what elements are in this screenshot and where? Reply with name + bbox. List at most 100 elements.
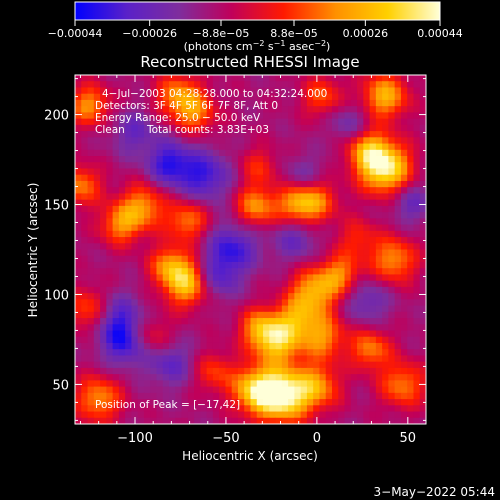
heatmap-cell <box>219 299 227 307</box>
heatmap-cell <box>294 124 302 132</box>
heatmap-cell <box>338 274 346 282</box>
heatmap-cell <box>237 243 245 251</box>
heatmap-cell <box>219 342 227 350</box>
heatmap-cell <box>357 243 364 251</box>
heatmap-cell <box>256 299 264 307</box>
heatmap-cell <box>313 174 321 182</box>
heatmap-cell <box>363 380 371 388</box>
heatmap-cell <box>237 274 245 282</box>
heatmap-cell <box>81 367 89 375</box>
heatmap-cell <box>394 318 402 325</box>
heatmap-cell <box>75 187 82 195</box>
heatmap-cell <box>125 261 133 269</box>
heatmap-cell <box>275 417 283 424</box>
heatmap-cell <box>319 224 327 232</box>
heatmap-cell <box>281 374 289 381</box>
heatmap-cell <box>275 199 283 207</box>
heatmap-cell <box>325 193 333 201</box>
heatmap-cell <box>325 386 333 394</box>
heatmap-cell <box>206 131 214 138</box>
heatmap-cell <box>131 81 139 89</box>
heatmap-cell <box>413 193 421 201</box>
heatmap-cell <box>382 280 389 288</box>
heatmap-cell <box>294 143 302 151</box>
heatmap-cell <box>219 330 227 338</box>
heatmap-cell <box>369 224 377 232</box>
heatmap-cell <box>143 392 151 400</box>
heatmap-cell <box>87 255 95 263</box>
heatmap-cell <box>375 399 383 406</box>
heatmap-cell <box>93 305 101 313</box>
heatmap-cell <box>363 318 371 325</box>
heatmap-cell <box>388 168 396 176</box>
heatmap-cell <box>325 255 333 263</box>
heatmap-cell <box>331 405 339 413</box>
heatmap-cell <box>93 336 101 344</box>
heatmap-cell <box>225 87 233 95</box>
heatmap-cell <box>369 193 377 201</box>
heatmap-cell <box>100 93 107 101</box>
heatmap-cell <box>100 180 107 188</box>
heatmap-cell <box>350 274 358 282</box>
heatmap-cell <box>81 224 89 232</box>
heatmap-cell <box>200 224 208 232</box>
heatmap-cell <box>300 112 308 120</box>
heatmap-cell <box>156 405 164 413</box>
heatmap-cell <box>156 261 164 269</box>
heatmap-cell <box>187 199 195 207</box>
heatmap-cell <box>400 137 408 145</box>
heatmap-cell <box>118 212 126 219</box>
heatmap-cell <box>81 399 89 406</box>
heatmap-cell <box>407 243 415 251</box>
heatmap-cell <box>263 187 270 195</box>
heatmap-cell <box>181 218 189 226</box>
heatmap-cell <box>306 280 314 288</box>
heatmap-cell <box>219 305 227 313</box>
heatmap-cell <box>100 274 107 282</box>
heatmap-cell <box>156 374 164 381</box>
heatmap-cell <box>156 349 164 357</box>
heatmap-cell <box>87 124 95 132</box>
heatmap-cell <box>344 392 352 400</box>
heatmap-cell <box>112 174 120 182</box>
heatmap-cell <box>413 249 421 257</box>
heatmap-cell <box>363 205 371 213</box>
heatmap-cell <box>294 274 302 282</box>
heatmap-cell <box>131 374 139 381</box>
heatmap-cell <box>125 336 133 344</box>
heatmap-cell <box>357 405 364 413</box>
heatmap-cell <box>313 286 321 294</box>
heatmap-cell <box>143 286 151 294</box>
heatmap-cell <box>250 342 258 350</box>
heatmap-cell <box>275 243 283 251</box>
heatmap-cell <box>256 280 264 288</box>
heatmap-cell <box>363 180 371 188</box>
heatmap-cell <box>407 336 415 344</box>
heatmap-cell <box>281 367 289 375</box>
heatmap-cell <box>269 324 277 332</box>
heatmap-cell <box>256 243 264 251</box>
heatmap-cell <box>87 405 95 413</box>
heatmap-cell <box>357 311 364 319</box>
heatmap-cell <box>400 212 408 219</box>
heatmap-cell <box>231 137 239 145</box>
heatmap-cell <box>106 168 114 176</box>
heatmap-cell <box>269 205 277 213</box>
heatmap-cell <box>294 224 302 232</box>
heatmap-cell <box>250 212 258 219</box>
heatmap-cell <box>263 286 270 294</box>
heatmap-cell <box>363 411 371 419</box>
heatmap-cell <box>81 324 89 332</box>
heatmap-cell <box>388 399 396 406</box>
heatmap-cell <box>137 212 145 219</box>
heatmap-cell <box>281 274 289 282</box>
heatmap-cell <box>131 405 139 413</box>
heatmap-cell <box>125 311 133 319</box>
heatmap-cell <box>413 355 421 363</box>
heatmap-cell <box>275 318 283 325</box>
heatmap-cell <box>106 274 114 282</box>
heatmap-cell <box>137 286 145 294</box>
heatmap-cell <box>375 243 383 251</box>
heatmap-cell <box>388 405 396 413</box>
heatmap-cell <box>357 386 364 394</box>
